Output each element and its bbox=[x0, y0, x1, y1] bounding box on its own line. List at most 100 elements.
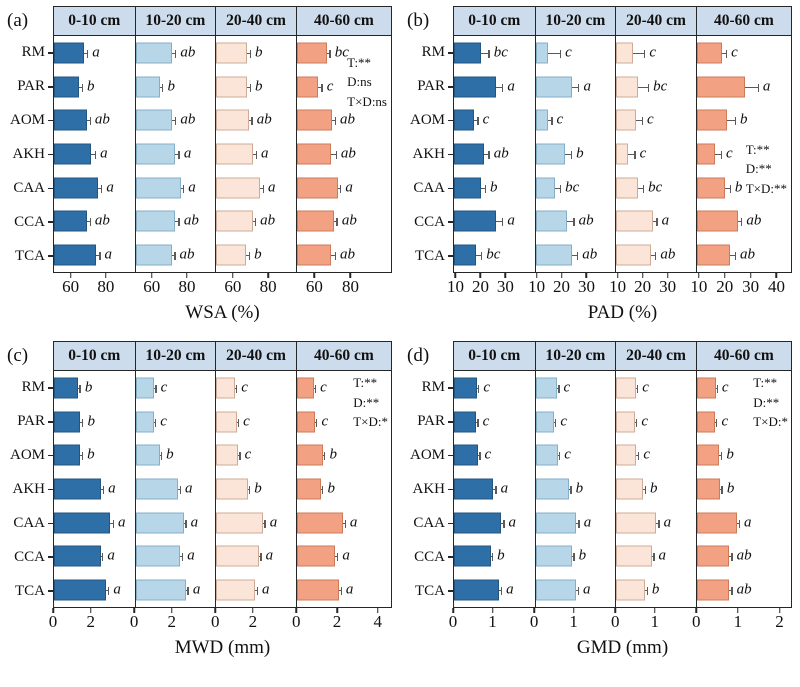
significance-letter: c bbox=[565, 44, 572, 61]
significance-letter: c bbox=[160, 413, 167, 430]
bar bbox=[454, 109, 474, 131]
treatment-label-text: CAA bbox=[413, 514, 445, 531]
error-bar bbox=[572, 252, 579, 261]
tick-column: 60 80 bbox=[296, 273, 392, 299]
error-bar bbox=[159, 452, 164, 461]
treatment-label: TCA bbox=[6, 239, 53, 273]
significance-letter: c bbox=[639, 145, 647, 162]
tick-mark bbox=[89, 608, 92, 613]
significance-letter: a bbox=[500, 480, 509, 497]
depth-column: bc c ab ab a ab ab bbox=[295, 36, 391, 272]
figure: (a) 0-10 cm 10-20 cm 20-40 cm 40-60 cm RM PA… bbox=[6, 6, 792, 666]
treatment-label-text: PAR bbox=[417, 413, 445, 430]
bar-row: a bbox=[616, 540, 696, 574]
treatment-label: CAA bbox=[406, 171, 453, 205]
treatment-label: TCA bbox=[406, 239, 453, 273]
significance-letter: ab bbox=[340, 111, 356, 128]
significance-letter: bc bbox=[493, 44, 508, 61]
row-tick-mark bbox=[448, 255, 453, 257]
error-bar bbox=[715, 384, 719, 393]
bar-row: ab bbox=[696, 540, 791, 574]
bar bbox=[296, 444, 323, 466]
significance-letter: c bbox=[563, 379, 571, 396]
error-bar bbox=[247, 486, 252, 495]
tick-label: 80 bbox=[341, 277, 359, 296]
bar bbox=[296, 210, 335, 232]
bar bbox=[216, 143, 253, 165]
significance-letter: a bbox=[108, 480, 116, 497]
bar bbox=[135, 42, 172, 64]
error-bar bbox=[80, 452, 83, 461]
significance-letter: b bbox=[254, 44, 263, 61]
bar bbox=[454, 512, 502, 534]
error-bar bbox=[78, 83, 83, 92]
tick-mark bbox=[737, 608, 739, 613]
treatment-label-text: RM bbox=[21, 44, 45, 61]
bar bbox=[296, 377, 314, 399]
significance-letter: a bbox=[744, 514, 752, 531]
bar bbox=[296, 109, 333, 131]
error-bar bbox=[729, 252, 737, 261]
bar-row: b bbox=[616, 472, 696, 506]
bar-row: ab bbox=[216, 103, 296, 137]
treatment-label: PAR bbox=[6, 405, 53, 439]
significance-letter: a bbox=[261, 581, 270, 598]
depth-column: c a b c b ab ab bbox=[695, 36, 791, 272]
panel-b-plot-area: bc a c ab b a bc c a c b bc ab ab c bc c c bc a ab c a b c b ab ab T… bbox=[453, 36, 792, 273]
significance-letter: bc bbox=[565, 179, 580, 196]
error-bar bbox=[737, 218, 743, 227]
bar-row: ab bbox=[535, 238, 616, 272]
tick-column: 60 80 bbox=[53, 273, 134, 299]
row-tick-mark bbox=[48, 387, 53, 389]
error-bar bbox=[724, 184, 732, 193]
anova-annotation: T:** D:** T×D:** bbox=[746, 140, 787, 199]
bar bbox=[135, 411, 155, 433]
bar bbox=[454, 377, 477, 399]
significance-letter: a bbox=[349, 514, 358, 531]
panel-a-x-ticks: 60 80 60 80 60 80 60 80 bbox=[53, 273, 392, 299]
bar-row: a bbox=[54, 506, 135, 540]
panel-c-depth-headers: 0-10 cm 10-20 cm 20-40 cm 40-60 cm bbox=[53, 341, 392, 371]
error-bar bbox=[651, 553, 655, 562]
row-tick-mark bbox=[448, 488, 453, 491]
bar bbox=[454, 411, 476, 433]
depth-header: 20-40 cm bbox=[615, 7, 696, 35]
bar bbox=[616, 478, 644, 500]
tick-label: 2 bbox=[167, 612, 177, 631]
tick-column: 0 1 2 bbox=[692, 608, 792, 634]
bar bbox=[454, 579, 500, 601]
bar bbox=[54, 444, 81, 466]
bar bbox=[696, 42, 723, 64]
bar-row: a bbox=[135, 540, 216, 574]
error-bar bbox=[571, 553, 575, 562]
treatment-label: CAA bbox=[6, 506, 53, 540]
bar bbox=[216, 579, 256, 601]
bar bbox=[296, 579, 339, 601]
bar-row: a bbox=[135, 506, 216, 540]
row-tick-mark bbox=[448, 421, 453, 423]
tick-label: 10 bbox=[609, 277, 627, 296]
bar-row: c bbox=[216, 405, 296, 439]
panel-d: (d) 0-10 cm 10-20 cm 20-40 cm 40-60 cm RM PA… bbox=[406, 341, 792, 666]
bar bbox=[54, 143, 91, 165]
tick-mark bbox=[654, 608, 656, 613]
error-bar bbox=[628, 151, 636, 160]
error-bar bbox=[547, 117, 553, 126]
row-tick-mark bbox=[448, 221, 453, 223]
significance-letter: c bbox=[483, 379, 491, 396]
significance-letter: ab bbox=[256, 111, 272, 128]
bar-row: b bbox=[696, 103, 791, 137]
panel-label: (c) bbox=[7, 345, 29, 366]
bar bbox=[696, 210, 738, 232]
bar-row: a bbox=[54, 36, 135, 70]
tick-mark bbox=[105, 273, 107, 278]
bar bbox=[216, 244, 246, 266]
tick-label: 0 bbox=[292, 612, 301, 631]
row-tick-mark bbox=[48, 255, 53, 257]
panel-c: (c) 0-10 cm 10-20 cm 20-40 cm 40-60 cm RM PA… bbox=[6, 341, 392, 666]
bar bbox=[216, 42, 248, 64]
